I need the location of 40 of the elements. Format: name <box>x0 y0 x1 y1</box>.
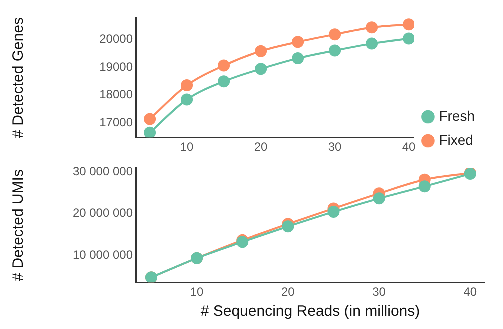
y-tick-label: 17000 <box>100 115 134 130</box>
x-tick-label: 30 <box>372 285 386 300</box>
point <box>403 18 414 31</box>
point <box>282 220 294 233</box>
x-tick-label: 10 <box>180 140 194 154</box>
point <box>181 94 194 106</box>
point <box>218 76 230 88</box>
point <box>292 36 304 48</box>
point <box>329 44 342 57</box>
point <box>144 126 156 138</box>
x-tick-label: 10 <box>190 285 204 300</box>
y-tick-label: 30 000 000 <box>72 164 134 178</box>
y-tick-label: 18000 <box>100 88 134 102</box>
x-axis-title: # Sequencing Reads (in millions) <box>200 303 420 320</box>
x-tick-label: 30 <box>328 140 342 154</box>
point <box>328 206 340 218</box>
point <box>373 192 386 205</box>
point <box>292 52 304 65</box>
x-tick-label: 20 <box>281 285 296 300</box>
y-tick-label: 20000 <box>100 32 134 46</box>
legend-label: Fresh <box>439 108 476 124</box>
y-axis-title: # Detected UMIs <box>10 170 28 282</box>
point <box>366 22 378 34</box>
point <box>255 63 268 76</box>
point <box>181 80 194 92</box>
point <box>418 180 431 193</box>
x-tick-label: 20 <box>254 140 268 154</box>
point <box>218 60 230 72</box>
point <box>255 45 268 58</box>
point <box>329 28 342 41</box>
y-tick-label: 20 000 000 <box>72 206 134 220</box>
y-tick-label: 10 000 000 <box>72 248 134 262</box>
point <box>366 38 378 50</box>
x-tick-label: 40 <box>464 285 478 300</box>
point <box>403 32 414 45</box>
y-tick-label: 19000 <box>100 60 134 74</box>
point <box>144 113 156 126</box>
legend-label: Fixed <box>439 132 474 148</box>
y-axis-title: # Detected Genes <box>10 17 28 138</box>
x-tick-label: 40 <box>402 140 416 154</box>
